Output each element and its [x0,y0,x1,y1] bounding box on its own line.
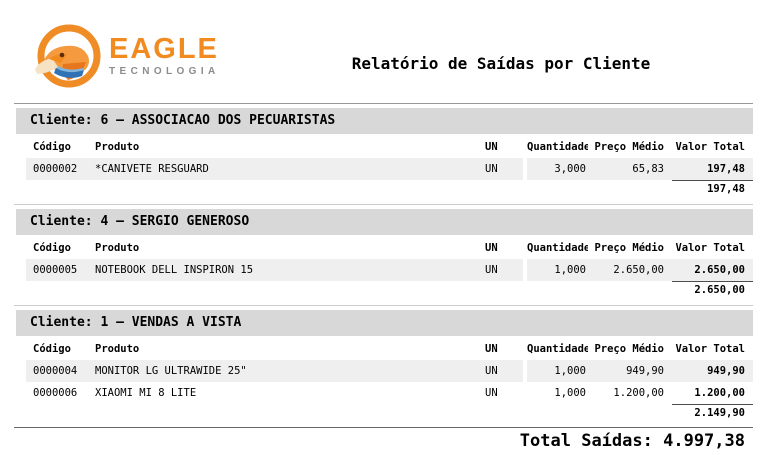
subtotal-rule [672,281,753,282]
client-section: Cliente: 6 – ASSOCIACAO DOS PECUARISTAS … [14,103,753,199]
cell-quantidade: 1,000 [554,365,586,377]
cell-quantidade: 1,000 [554,387,586,399]
client-section: Cliente: 1 – VENDAS A VISTA Código Produ… [14,305,753,423]
table-row: 0000002 *CANIVETE RESGUARD UN 3,000 65,8… [26,158,753,180]
cell-un: UN [485,365,498,377]
company-logo: EAGLE TECNOLOGIA [35,23,235,89]
col-header-preco-medio: Preço Médio [594,343,664,355]
logo-subtitle: TECNOLOGIA [109,66,220,77]
report-sections: Cliente: 6 – ASSOCIACAO DOS PECUARISTAS … [14,103,753,423]
section-table: Código Produto UN Quantidade Preço Médio… [26,338,753,423]
cell-preco-medio: 949,90 [626,365,664,377]
client-header-bar: Cliente: 4 – SERGIO GENEROSO [16,209,753,235]
page-header: EAGLE TECNOLOGIA Relatório de Saídas por… [0,0,767,90]
col-header-preco-medio: Preço Médio [594,242,664,254]
client-section: Cliente: 4 – SERGIO GENEROSO Código Prod… [14,204,753,300]
client-label: Cliente: 1 – VENDAS A VISTA [30,315,242,330]
col-header-produto: Produto [95,343,140,355]
section-table: Código Produto UN Quantidade Preço Médio… [26,237,753,300]
col-header-un: UN [485,343,498,355]
col-header-valor-total: Valor Total [675,141,745,153]
table-row: 0000006 XIAOMI MI 8 LITE UN 1,000 1.200,… [26,382,753,404]
cell-un: UN [485,163,498,175]
col-header-quantidade: Quantidade [527,141,588,153]
total-label: Total Saídas: [519,431,653,451]
table-header-row: Código Produto UN Quantidade Preço Médio… [26,338,753,360]
cell-codigo: 0000002 [33,163,78,175]
cell-valor-total: 949,90 [707,365,745,377]
subtotal-row: 2.149,90 [26,405,753,423]
client-header-bar: Cliente: 6 – ASSOCIACAO DOS PECUARISTAS [16,108,753,134]
cell-un: UN [485,387,498,399]
client-header-bar: Cliente: 1 – VENDAS A VISTA [16,310,753,336]
subtotal-row: 2.650,00 [26,282,753,300]
subtotal-value: 2.149,90 [694,407,745,419]
col-header-codigo: Código [33,343,71,355]
section-separator-line [14,103,753,104]
section-separator-line [14,204,753,205]
title-area: Relatório de Saídas por Cliente [235,23,767,73]
cell-produto: *CANIVETE RESGUARD [95,163,209,175]
table-rows: 0000005 NOTEBOOK DELL INSPIRON 15 UN 1,0… [26,259,753,281]
col-header-codigo: Código [33,242,71,254]
report-title: Relatório de Saídas por Cliente [351,54,651,73]
col-header-un: UN [485,141,498,153]
cell-codigo: 0000006 [33,387,78,399]
cell-produto: MONITOR LG ULTRAWIDE 25" [95,365,247,377]
subtotal-value: 197,48 [707,183,745,195]
subtotal-row: 197,48 [26,181,753,199]
col-header-valor-total: Valor Total [675,343,745,355]
cell-quantidade: 3,000 [554,163,586,175]
col-header-quantidade: Quantidade [527,343,588,355]
cell-preco-medio: 1.200,00 [613,387,664,399]
total-value: 4.997,38 [663,431,745,451]
cell-valor-total: 2.650,00 [694,264,745,276]
cell-valor-total: 1.200,00 [694,387,745,399]
section-separator-line [14,305,753,306]
col-header-un: UN [485,242,498,254]
col-header-quantidade: Quantidade [527,242,588,254]
logo-text: EAGLE TECNOLOGIA [109,35,220,77]
col-header-valor-total: Valor Total [675,242,745,254]
table-rows: 0000002 *CANIVETE RESGUARD UN 3,000 65,8… [26,158,753,180]
col-header-produto: Produto [95,242,140,254]
cell-quantidade: 1,000 [554,264,586,276]
cell-valor-total: 197,48 [707,163,745,175]
report-footer: Total Saídas: 4.997,38 [14,427,753,451]
total-line: Total Saídas: 4.997,38 [14,428,753,451]
table-header-row: Código Produto UN Quantidade Preço Médio… [26,237,753,259]
subtotal-rule [672,404,753,405]
client-label: Cliente: 4 – SERGIO GENEROSO [30,214,250,229]
cell-preco-medio: 65,83 [632,163,664,175]
subtotal-rule [672,180,753,181]
table-rows: 0000004 MONITOR LG ULTRAWIDE 25" UN 1,00… [26,360,753,404]
cell-codigo: 0000004 [33,365,78,377]
eagle-logo-icon [35,24,101,88]
col-header-produto: Produto [95,141,140,153]
col-header-preco-medio: Preço Médio [594,141,664,153]
cell-un: UN [485,264,498,276]
table-row: 0000004 MONITOR LG ULTRAWIDE 25" UN 1,00… [26,360,753,382]
logo-brand: EAGLE [109,33,219,65]
section-table: Código Produto UN Quantidade Preço Médio… [26,136,753,199]
cell-produto: NOTEBOOK DELL INSPIRON 15 [95,264,254,276]
table-row: 0000005 NOTEBOOK DELL INSPIRON 15 UN 1,0… [26,259,753,281]
cell-produto: XIAOMI MI 8 LITE [95,387,197,399]
cell-preco-medio: 2.650,00 [613,264,664,276]
table-header-row: Código Produto UN Quantidade Preço Médio… [26,136,753,158]
subtotal-value: 2.650,00 [694,284,745,296]
col-header-codigo: Código [33,141,71,153]
client-label: Cliente: 6 – ASSOCIACAO DOS PECUARISTAS [30,113,336,128]
cell-codigo: 0000005 [33,264,78,276]
